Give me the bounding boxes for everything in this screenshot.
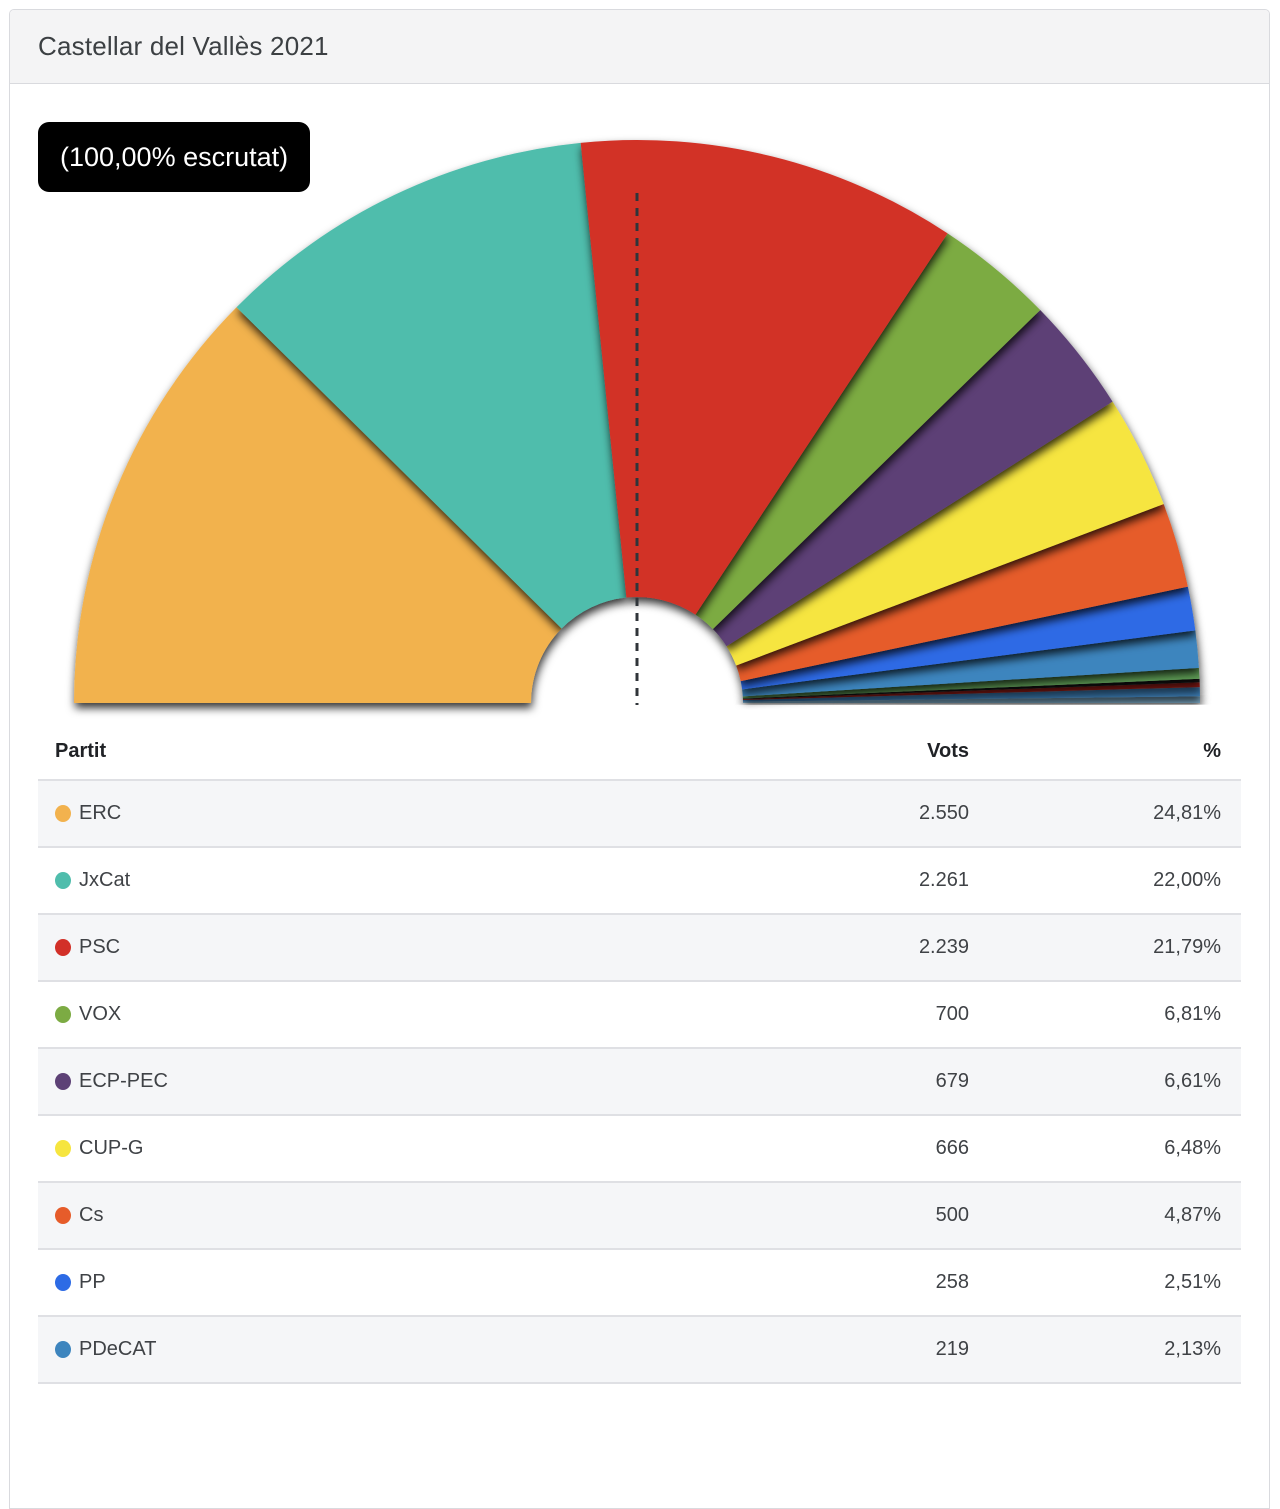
votes-cell: 666: [935, 1137, 969, 1159]
votes-cell: 679: [935, 1070, 969, 1092]
column-header-party: Partit: [55, 740, 107, 762]
percent-cell: 6,81%: [1164, 1003, 1221, 1025]
chart-segment-other-4[interactable]: [742, 687, 1200, 702]
page-title: Castellar del Vallès 2021: [38, 31, 329, 61]
party-label: PSC: [79, 936, 121, 958]
chart-segment-Cs[interactable]: [736, 503, 1188, 682]
party-label: ERC: [79, 802, 122, 824]
results-table: Partit Vots % ERC 2.550 24,81% JxCat 2.261 22…: [38, 724, 1241, 1382]
table-row: Cs 500 4,87%: [38, 1181, 1241, 1248]
party-label: PP: [79, 1271, 106, 1293]
table-row: PP 258 2,51%: [38, 1248, 1241, 1315]
chart-segment-PSC[interactable]: [580, 139, 948, 615]
chart-segment-VOX[interactable]: [695, 233, 1041, 630]
party-cell: CUP-G: [55, 1137, 809, 1160]
chart-segment-ECP-PEC[interactable]: [712, 310, 1113, 647]
party-cell: ERC: [55, 802, 809, 825]
table-row: VOX 700 6,81%: [38, 980, 1241, 1047]
party-label: Cs: [79, 1204, 104, 1226]
party-cell: PP: [55, 1271, 809, 1294]
chart-segment-other-2[interactable]: [742, 678, 1200, 700]
chart-segment-CUP-G[interactable]: [726, 401, 1164, 666]
party-color-dot: [55, 1006, 71, 1023]
percent-cell: 2,13%: [1164, 1338, 1221, 1360]
party-color-dot: [55, 939, 71, 956]
table-row: PDeCAT 219 2,13%: [38, 1315, 1241, 1382]
table-row: ECP-PEC 679 6,61%: [38, 1047, 1241, 1114]
party-label: ECP-PEC: [79, 1070, 168, 1092]
percent-cell: 6,48%: [1164, 1137, 1221, 1159]
percent-cell: 22,00%: [1153, 869, 1221, 891]
party-color-dot: [55, 1274, 71, 1291]
column-header-percent: %: [1203, 740, 1221, 762]
percent-cell: 21,79%: [1153, 936, 1221, 958]
table-row: ERC 2.550 24,81%: [38, 779, 1241, 846]
column-header-votes: Vots: [927, 740, 969, 762]
chart-segment-other-1[interactable]: [742, 667, 1200, 699]
scrutiny-badge: (100,00% escrutat): [38, 122, 311, 192]
party-label: PDeCAT: [79, 1338, 157, 1360]
party-cell: PDeCAT: [55, 1338, 809, 1361]
chart-segment-other-3[interactable]: [742, 682, 1200, 700]
table-row-partial: [38, 1382, 1241, 1422]
chart-segment-other-5[interactable]: [742, 696, 1200, 703]
party-cell: PSC: [55, 936, 809, 959]
percent-cell: 4,87%: [1164, 1204, 1221, 1226]
chart-segment-ERC[interactable]: [74, 307, 562, 703]
table-row: PSC 2.239 21,79%: [38, 913, 1241, 980]
chart-segments: [74, 139, 1200, 703]
table-row: CUP-G 666 6,48%: [38, 1114, 1241, 1181]
percent-cell: 2,51%: [1164, 1271, 1221, 1293]
results-card: Castellar del Vallès 2021 (100,00% escru…: [9, 9, 1270, 1509]
table-body: ERC 2.550 24,81% JxCat 2.261 22,00% PSC 2.239 21…: [38, 779, 1241, 1382]
table-header: Partit Vots %: [38, 724, 1241, 779]
party-color-dot: [55, 1341, 71, 1358]
chart-segment-PP[interactable]: [740, 586, 1196, 690]
party-cell: JxCat: [55, 869, 809, 892]
party-cell: ECP-PEC: [55, 1070, 809, 1093]
votes-cell: 258: [935, 1271, 969, 1293]
party-label: CUP-G: [79, 1137, 144, 1159]
votes-cell: 2.239: [918, 936, 969, 958]
card-header: Castellar del Vallès 2021: [10, 10, 1269, 84]
party-cell: Cs: [55, 1204, 809, 1227]
party-color-dot: [55, 1207, 71, 1224]
chart-segment-JxCat[interactable]: [236, 142, 627, 629]
votes-cell: 219: [935, 1338, 969, 1360]
votes-cell: 700: [935, 1003, 969, 1025]
party-color-dot: [55, 1140, 71, 1157]
percent-cell: 6,61%: [1164, 1070, 1221, 1092]
votes-cell: 500: [935, 1204, 969, 1226]
party-color-dot: [55, 1073, 71, 1090]
chart-area: (100,00% escrutat): [10, 84, 1269, 724]
party-cell: VOX: [55, 1003, 809, 1026]
percent-cell: 24,81%: [1153, 802, 1221, 824]
chart-segment-PDeCAT[interactable]: [742, 630, 1199, 697]
party-label: JxCat: [79, 869, 131, 891]
party-color-dot: [55, 872, 71, 889]
party-color-dot: [55, 805, 71, 822]
half-donut-chart: [74, 139, 1200, 705]
table-row: JxCat 2.261 22,00%: [38, 846, 1241, 913]
votes-cell: 2.261: [918, 869, 969, 891]
party-label: VOX: [79, 1003, 122, 1025]
votes-cell: 2.550: [918, 802, 969, 824]
